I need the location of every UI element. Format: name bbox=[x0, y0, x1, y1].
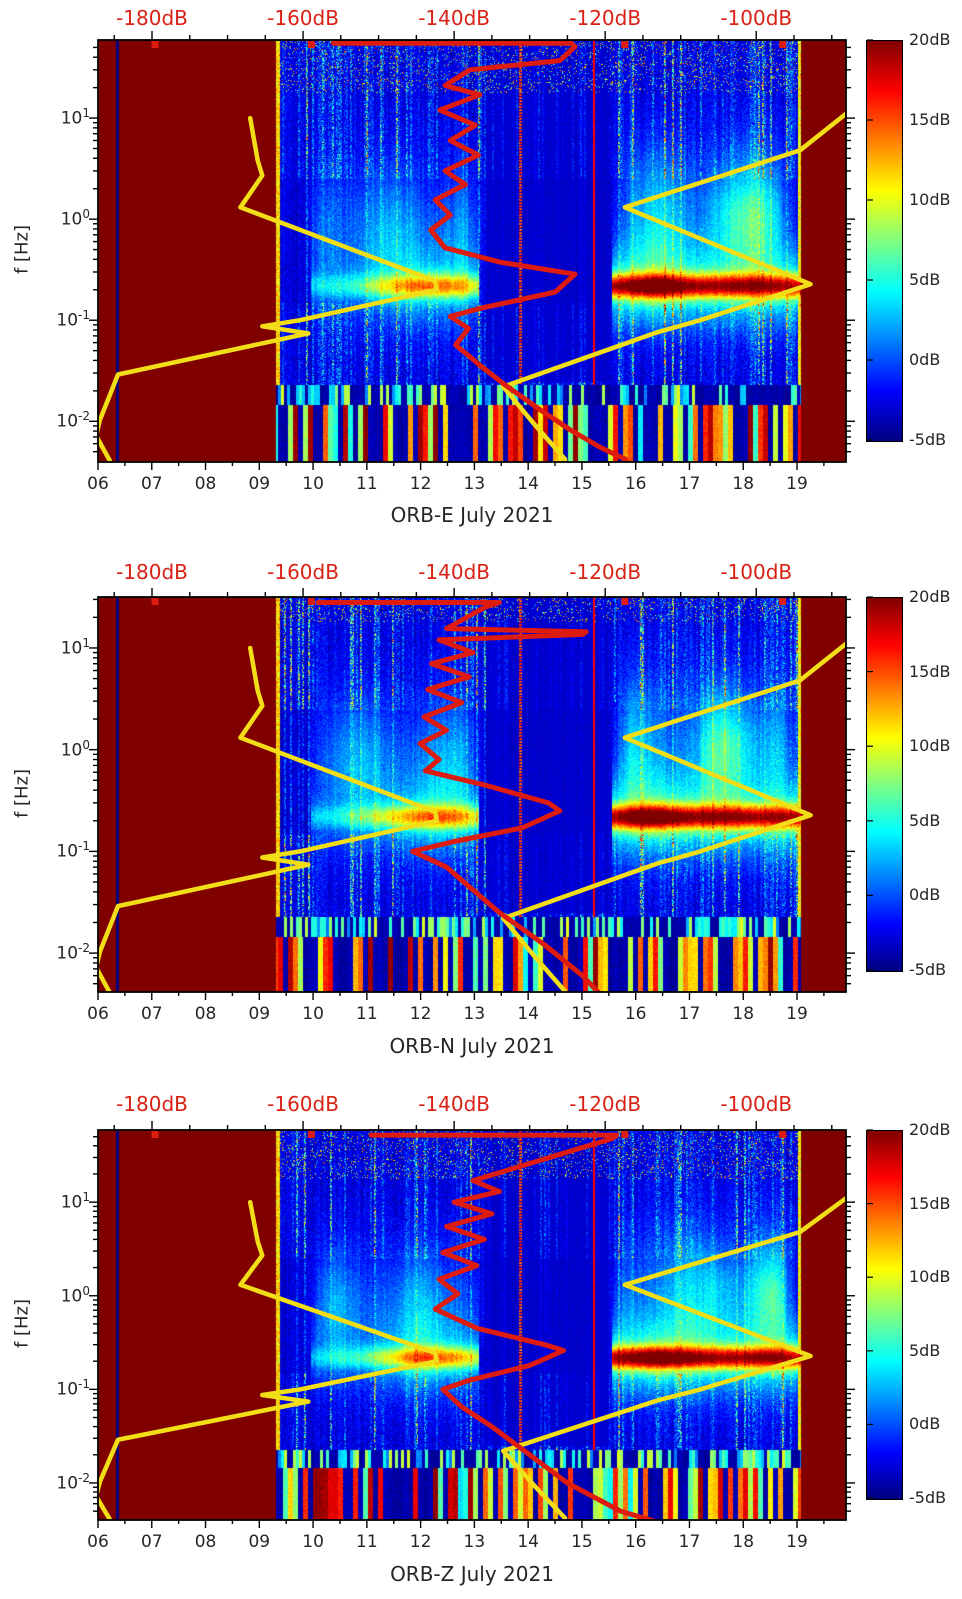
x-axis-tick-label: 17 bbox=[678, 1532, 701, 1552]
colorbar-tick-label: 20dB bbox=[909, 587, 951, 606]
x-axis-tick-label: 12 bbox=[409, 474, 432, 494]
x-axis-tick-label: 16 bbox=[624, 474, 647, 494]
panel-title-orb-z: ORB-Z July 2021 bbox=[390, 1562, 554, 1586]
top-axis-tick-label: -120dB bbox=[569, 6, 642, 30]
y-axis-tick-label: 101 bbox=[60, 106, 90, 129]
x-axis-tick-label: 06 bbox=[87, 474, 109, 494]
y-axis-tick-label: 10-2 bbox=[56, 1470, 90, 1494]
x-axis-tick-label: 13 bbox=[463, 1004, 486, 1024]
x-axis-tick-label: 08 bbox=[194, 1004, 217, 1024]
colorbar-tick-label: 5dB bbox=[909, 270, 941, 289]
spectrogram-canvas-orb-e bbox=[98, 40, 846, 462]
top-axis-tick-label: -160dB bbox=[267, 6, 339, 30]
x-axis-tick-label: 09 bbox=[248, 1004, 271, 1024]
y-axis-tick-label: 101 bbox=[60, 635, 90, 659]
x-axis-tick-label: 19 bbox=[786, 1004, 808, 1024]
colorbar-panel-2 bbox=[866, 597, 903, 972]
x-axis-tick-label: 11 bbox=[356, 474, 378, 494]
colorbar-tick-label: 0dB bbox=[909, 1414, 941, 1434]
x-axis-tick-label: 19 bbox=[786, 474, 808, 494]
x-axis-tick-label: 10 bbox=[302, 474, 324, 494]
top-axis-tick-label: -180dB bbox=[116, 1092, 188, 1116]
y-axis-tick-label: 10-1 bbox=[56, 839, 90, 863]
top-axis-tick-label: -120dB bbox=[569, 1092, 642, 1116]
top-axis-tick-label: -140dB bbox=[418, 560, 491, 584]
colorbar-tick-label: 0dB bbox=[909, 885, 941, 905]
colorbar-tick-label: 10dB bbox=[909, 1267, 951, 1287]
colorbar-tick-label: 0dB bbox=[909, 350, 941, 369]
top-axis-tick-label: -180dB bbox=[116, 6, 188, 30]
colorbar-tick-label: 5dB bbox=[909, 810, 941, 830]
x-axis-tick-label: 08 bbox=[194, 1532, 217, 1552]
x-axis-tick-label: 09 bbox=[248, 1532, 271, 1552]
x-axis-tick-label: 14 bbox=[517, 474, 539, 494]
colorbar-tick-label: 10dB bbox=[909, 190, 951, 209]
x-axis-tick-label: 08 bbox=[194, 474, 217, 494]
x-axis-tick-label: 17 bbox=[678, 474, 701, 494]
top-axis-tick-label: -180dB bbox=[116, 560, 188, 584]
x-axis-tick-label: 18 bbox=[732, 474, 755, 494]
colorbar-tick-label: -5dB bbox=[909, 960, 947, 979]
x-axis-tick-label: 13 bbox=[463, 474, 486, 494]
x-axis-tick-label: 11 bbox=[356, 1004, 378, 1024]
x-axis-tick-label: 15 bbox=[571, 1004, 593, 1024]
panel-title-orb-e: ORB-E July 2021 bbox=[390, 503, 554, 527]
x-axis-tick-label: 17 bbox=[678, 1004, 701, 1024]
x-axis-tick-label: 14 bbox=[517, 1004, 539, 1024]
x-axis-tick-label: 10 bbox=[302, 1532, 324, 1552]
x-axis-tick-label: 06 bbox=[87, 1532, 109, 1552]
colorbar-tick-label: 15dB bbox=[909, 110, 951, 129]
spectrogram-canvas-orb-z bbox=[98, 1130, 846, 1520]
top-axis-tick-label: -160dB bbox=[267, 1092, 339, 1116]
colorbar-tick-label: -5dB bbox=[909, 1488, 947, 1507]
y-axis-tick-label: 100 bbox=[60, 207, 90, 230]
x-axis-tick-label: 16 bbox=[624, 1004, 647, 1024]
x-axis-tick-label: 18 bbox=[732, 1004, 755, 1024]
top-axis-tick-label: -120dB bbox=[569, 560, 642, 584]
x-axis-tick-label: 15 bbox=[571, 1532, 593, 1552]
colorbar-tick-label: 15dB bbox=[909, 1193, 951, 1213]
colorbar-tick-label: 20dB bbox=[909, 1120, 951, 1139]
colorbar-panel-1 bbox=[866, 40, 903, 442]
x-axis-tick-label: 07 bbox=[140, 1004, 163, 1024]
x-axis-tick-label: 06 bbox=[87, 1004, 109, 1024]
x-axis-tick-label: 18 bbox=[732, 1532, 755, 1552]
x-axis-tick-label: 09 bbox=[248, 474, 271, 494]
x-axis-tick-label: 12 bbox=[409, 1532, 432, 1552]
x-axis-tick-label: 11 bbox=[356, 1532, 378, 1552]
y-axis-tick-label: 100 bbox=[60, 1283, 90, 1307]
y-axis-tick-label: 10-1 bbox=[56, 308, 90, 331]
colorbar-tick-label: 10dB bbox=[909, 736, 951, 756]
colorbar-tick-label: 15dB bbox=[909, 661, 951, 681]
x-axis-tick-label: 16 bbox=[624, 1532, 647, 1552]
y-axis-tick-label: 100 bbox=[60, 737, 90, 761]
top-axis-tick-label: -160dB bbox=[267, 560, 339, 584]
x-axis-tick-label: 13 bbox=[463, 1532, 486, 1552]
colorbar-panel-3 bbox=[866, 1130, 903, 1500]
colorbar-tick-label: 5dB bbox=[909, 1340, 941, 1360]
top-axis-tick-label: -100dB bbox=[720, 1092, 793, 1116]
y-axis-tick-label: 101 bbox=[60, 1190, 90, 1213]
x-axis-tick-label: 10 bbox=[302, 1004, 324, 1024]
top-axis-tick-label: -140dB bbox=[418, 1092, 491, 1116]
x-axis-tick-label: 15 bbox=[571, 474, 593, 494]
x-axis-tick-label: 14 bbox=[517, 1532, 539, 1552]
panel-title-orb-n: ORB-N July 2021 bbox=[389, 1034, 555, 1058]
y-axis-tick-label: 10-2 bbox=[56, 409, 90, 432]
colorbar-tick-label: 20dB bbox=[909, 30, 951, 49]
top-axis-tick-label: -100dB bbox=[720, 6, 793, 30]
x-axis-tick-label: 07 bbox=[140, 1532, 163, 1552]
x-axis-tick-label: 19 bbox=[786, 1532, 808, 1552]
y-axis-tick-label: 10-2 bbox=[56, 941, 90, 964]
colorbar-tick-label: -5dB bbox=[909, 430, 947, 449]
y-axis-tick-label: 10-1 bbox=[56, 1377, 90, 1400]
top-axis-tick-label: -100dB bbox=[720, 560, 793, 584]
spectrogram-canvas-orb-n bbox=[98, 597, 846, 992]
x-axis-tick-label: 07 bbox=[140, 474, 163, 494]
top-axis-tick-label: -140dB bbox=[418, 6, 491, 30]
x-axis-tick-label: 12 bbox=[409, 1004, 432, 1024]
